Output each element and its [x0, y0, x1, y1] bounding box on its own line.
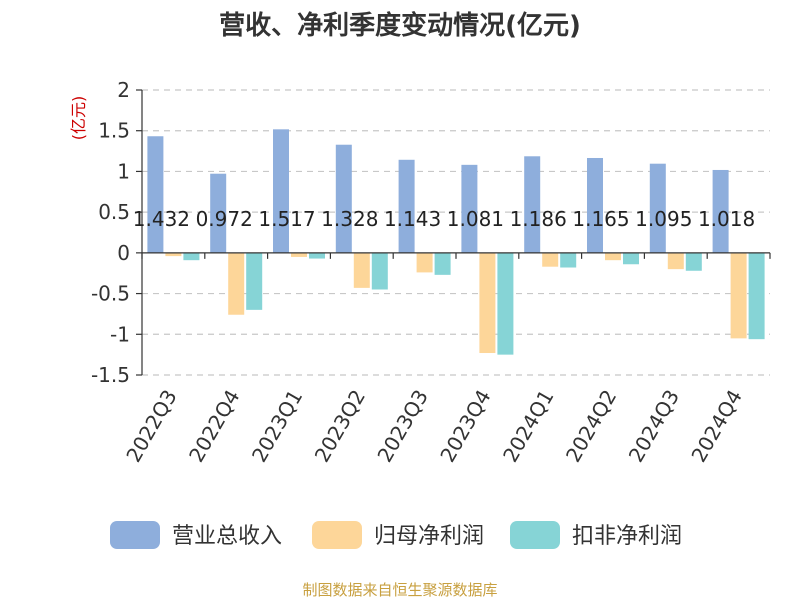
- y-tick-label: 1: [117, 159, 130, 183]
- bar-deducted-net-profit: [183, 252, 200, 261]
- bar-revenue: [398, 159, 415, 253]
- bar-net-profit: [730, 252, 747, 339]
- y-tick-label: 2: [117, 78, 130, 102]
- y-axis: 2 1.5 1 0.5 0 -0.5 -1 -1.5: [91, 78, 143, 387]
- x-tick-label: 2023Q2: [310, 386, 370, 467]
- bar-net-profit: [291, 252, 307, 257]
- data-label-revenue: 0.972: [196, 207, 253, 231]
- legend-swatch: [510, 521, 560, 549]
- bar-net-profit: [479, 252, 496, 354]
- data-label-revenue: 1.517: [258, 207, 315, 231]
- bar-revenue: [210, 173, 227, 253]
- grid-lines: [142, 89, 770, 376]
- bar-net-profit: [416, 252, 433, 273]
- bar-revenue: [273, 129, 289, 253]
- legend: 营业总收入 归母净利润 扣非净利润: [110, 521, 682, 549]
- legend-label: 营业总收入: [172, 524, 282, 549]
- chart-title: 营收、净利季度变动情况(亿元): [219, 10, 581, 41]
- bar-net-profit: [605, 252, 621, 261]
- bar-net-profit: [667, 252, 684, 270]
- x-tick-label: 2024Q3: [624, 386, 684, 467]
- bar-net-profit: [542, 252, 559, 267]
- x-tick-label: 2023Q4: [435, 386, 495, 467]
- bar-revenue: [147, 136, 164, 253]
- y-tick-label: 0.5: [98, 200, 130, 224]
- y-axis-unit-label: (亿元): [69, 96, 88, 141]
- bar-revenue: [587, 157, 603, 253]
- bar-revenue: [712, 169, 729, 253]
- x-tick-label: 2023Q1: [247, 386, 307, 467]
- bar-deducted-net-profit: [748, 252, 765, 340]
- bar-deducted-net-profit: [560, 252, 577, 268]
- bar-deducted-net-profit: [497, 252, 514, 355]
- x-tick-label: 2022Q3: [121, 386, 181, 467]
- bar-revenue: [335, 144, 352, 253]
- bar-revenue: [524, 156, 541, 253]
- legend-swatch: [312, 521, 362, 549]
- bar-net-profit: [165, 252, 182, 257]
- bar-deducted-net-profit: [309, 252, 325, 259]
- x-tick-label: 2024Q2: [561, 386, 621, 467]
- data-label-revenue: 1.328: [321, 207, 378, 231]
- source-note: 制图数据来自恒生聚源数据库: [302, 581, 497, 599]
- bar-deducted-net-profit: [685, 252, 702, 271]
- x-tick-label: 2024Q4: [686, 386, 746, 467]
- data-label-revenue: 1.095: [635, 207, 692, 231]
- bars: [147, 129, 765, 355]
- x-tick-label: 2024Q1: [498, 386, 558, 467]
- data-labels: 1.432 0.972 1.517 1.328 1.143 1.081 1.186 1.165…: [133, 207, 755, 231]
- y-tick-label: 1.5: [98, 119, 130, 143]
- bar-revenue: [461, 164, 478, 253]
- bar-deducted-net-profit: [623, 252, 639, 265]
- x-tick-label: 2022Q4: [184, 386, 244, 467]
- bar-net-profit: [228, 252, 245, 315]
- x-tick-label: 2023Q3: [372, 386, 432, 467]
- data-label-revenue: 1.186: [510, 207, 567, 231]
- x-axis: 2022Q3 2022Q4 2023Q1 2023Q2 2023Q3 2023Q4 2024…: [121, 252, 771, 467]
- legend-label: 归母净利润: [374, 524, 484, 549]
- legend-swatch: [110, 521, 160, 549]
- y-tick-label: -1.5: [91, 363, 130, 387]
- bar-net-profit: [353, 252, 370, 288]
- legend-label: 扣非净利润: [572, 524, 682, 549]
- y-tick-label: -1: [110, 322, 130, 346]
- bar-revenue: [649, 163, 666, 253]
- y-tick-label: 0: [117, 241, 130, 265]
- data-label-revenue: 1.081: [447, 207, 504, 231]
- data-label-revenue: 1.143: [384, 207, 441, 231]
- bar-deducted-net-profit: [371, 252, 388, 290]
- y-tick-label: -0.5: [91, 282, 130, 306]
- bar-deducted-net-profit: [246, 252, 263, 310]
- bar-deducted-net-profit: [434, 252, 451, 275]
- data-label-revenue: 1.432: [133, 207, 190, 231]
- data-label-revenue: 1.018: [698, 207, 755, 231]
- data-label-revenue: 1.165: [572, 207, 629, 231]
